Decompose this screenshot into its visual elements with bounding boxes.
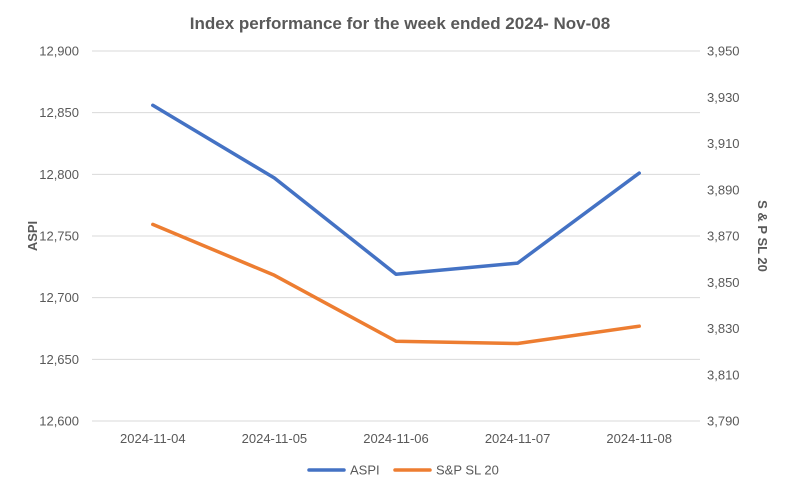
legend: ASPI S&P SL 20 <box>307 463 499 478</box>
series-line-sp-sl20 <box>151 222 641 346</box>
left-tick-label: 12,650 <box>39 352 79 367</box>
left-axis-title: ASPI <box>25 221 40 251</box>
x-tick-label: 2024-11-08 <box>606 431 672 446</box>
right-axis-ticks: 3,790 3,810 3,830 3,850 3,870 3,890 3,910 3,930… <box>707 44 740 429</box>
series-line-aspi <box>151 103 641 276</box>
x-tick-label: 2024-11-07 <box>485 431 551 446</box>
left-tick-label: 12,600 <box>39 414 79 429</box>
right-tick-label: 3,870 <box>707 229 740 244</box>
left-axis-ticks: 12,600 12,650 12,700 12,750 12,800 12,850 12,9… <box>39 44 79 429</box>
x-axis-ticks: 2024-11-04 2024-11-05 2024-11-06 2024-11-07… <box>120 431 672 446</box>
gridlines <box>92 50 700 360</box>
right-tick-label: 3,890 <box>707 182 740 197</box>
right-axis-title: S & P SL 20 <box>755 200 770 272</box>
right-tick-label: 3,950 <box>707 44 740 59</box>
left-tick-label: 12,800 <box>39 167 79 182</box>
right-tick-label: 3,830 <box>707 321 740 336</box>
left-tick-label: 12,850 <box>39 105 79 120</box>
right-tick-label: 3,930 <box>707 90 740 105</box>
x-tick-label: 2024-11-05 <box>242 431 308 446</box>
right-tick-label: 3,810 <box>707 367 740 382</box>
right-tick-label: 3,910 <box>707 136 740 151</box>
left-tick-label: 12,700 <box>39 290 79 305</box>
left-tick-label: 12,900 <box>39 44 79 59</box>
left-tick-label: 12,750 <box>39 229 79 244</box>
chart-title: Index performance for the week ended 202… <box>190 14 610 33</box>
right-tick-label: 3,850 <box>707 275 740 290</box>
legend-label: ASPI <box>350 463 380 478</box>
right-tick-label: 3,790 <box>707 414 740 429</box>
x-tick-label: 2024-11-04 <box>120 431 186 446</box>
series-lines <box>151 103 641 346</box>
legend-label: S&P SL 20 <box>436 463 499 478</box>
x-tick-label: 2024-11-06 <box>363 431 429 446</box>
